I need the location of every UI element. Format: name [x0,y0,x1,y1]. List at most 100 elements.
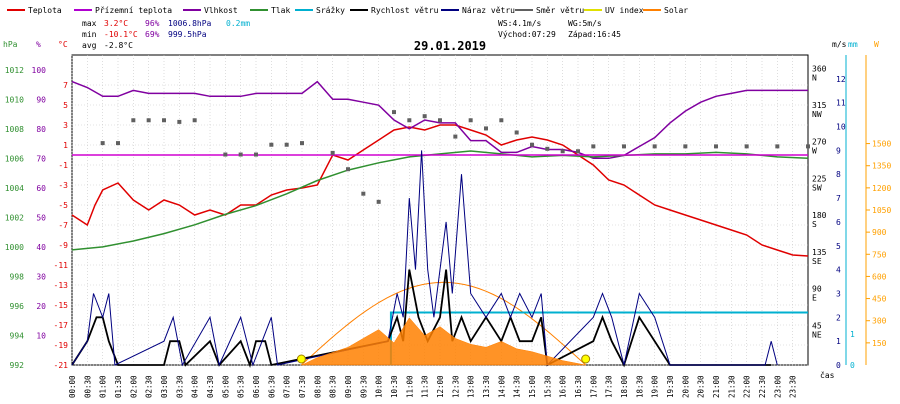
axis-tick-label: -11 [54,261,69,270]
x-tick-label: 13:00 [467,375,476,398]
axis-tick-label: 1350 [872,162,891,171]
x-tick-label: 02:30 [145,375,154,398]
wind-direction-point [714,144,718,149]
wind-direction-point [284,142,289,147]
legend-label: UV index [605,6,644,15]
axis-tick-label: 0 [836,361,841,370]
x-tick-label: 18:30 [635,375,644,398]
x-tick-label: 09:00 [344,375,353,398]
x-tick-label: 15:00 [528,375,537,398]
axis-tick-label: 12 [836,75,846,84]
axis-tick-label: 1004 [5,184,24,193]
legend-label: Přízemní teplota [95,6,172,15]
x-tick-label: 19:30 [666,375,675,398]
x-tick-label: 21:00 [712,375,721,398]
axis-tick-label: 100 [32,66,47,75]
chart-axes: hPa9929949969981000100210041006100810101… [3,40,891,398]
x-tick-label: 18:00 [620,375,629,398]
axis-unit-label: m/s [832,40,847,49]
x-tick-label: 03:00 [160,375,169,398]
x-tick-label: 01:30 [114,375,123,398]
axis-tick-label: 2 [836,313,841,322]
wind-direction-point [146,118,151,123]
legend-label: Tlak [271,6,290,15]
x-tick-label: 16:30 [574,375,583,398]
axis-tick-label: 1 [63,141,68,150]
axis-tick-label: 1 [850,330,855,339]
x-tick-label: 19:00 [651,375,660,398]
x-tick-label: 05:00 [221,375,230,398]
wind-direction-point [576,149,580,154]
axis-tick-label: 300 [872,317,887,326]
stat-avg-temp: -2.8°C [104,41,133,50]
axis-tick-label: 994 [10,331,25,340]
series-teplota-line [71,124,809,257]
x-tick-label: 22:30 [758,375,767,398]
x-tick-label: 12:30 [451,375,460,398]
stat-max-hum: 96% [145,19,160,28]
legend-label: Směr větru [536,6,584,15]
stat-max-label: max [82,19,97,28]
axis-tick-label: 60 [36,184,46,193]
x-tick-label: 06:30 [267,375,276,398]
series-vlhkost-line [71,80,808,160]
stats-block: max 3.2°C 96% 1006.8hPa 0.2mm min -10.1°… [82,19,621,50]
axis-tick-label: -17 [54,321,69,330]
axis-tick-label: 225 [812,174,827,183]
x-tick-label: 12:00 [436,375,445,398]
wind-direction-point [438,118,442,123]
axis-tick-label: 270 [812,138,827,147]
axis-tick-label: 0 [850,361,855,370]
axis-unit-label: % [36,40,41,49]
x-tick-label: 05:30 [237,375,246,398]
stat-sunset: Západ:16:45 [568,30,621,39]
axis-tick-label: -3 [58,181,68,190]
wind-direction-point [422,114,427,119]
axis-tick-label: 1200 [872,184,891,193]
x-tick-label: 11:00 [405,375,414,398]
axis-tick-label: 1012 [5,66,24,75]
axis-tick-label: 10 [836,123,846,132]
wind-direction-point [744,144,749,149]
wind-direction-point [806,144,810,149]
stat-min-hum: 69% [145,30,160,39]
x-tick-label: 10:00 [375,375,384,398]
axis-tick-label: 10 [36,331,46,340]
axis-tick-label: 315 [812,101,827,110]
x-tick-label: 10:30 [390,375,399,398]
axis-tick-label: 600 [872,272,887,281]
axis-tick-label: 1010 [5,95,24,104]
x-tick-label: 04:00 [191,375,200,398]
x-tick-label: 16:00 [559,375,568,398]
axis-tick-label: 900 [872,228,887,237]
legend-label: Solar [664,6,688,15]
wind-direction-point [775,144,780,149]
axis-tick-label: 1050 [872,206,891,215]
wind-direction-point [223,152,228,157]
axis-tick-label: 20 [36,302,46,311]
axis-tick-label: -1 [58,161,68,170]
axis-tick-label: 11 [836,99,846,108]
x-tick-label: 03:30 [175,375,184,398]
axis-tick-label: 996 [10,302,25,311]
x-tick-label: 22:00 [743,375,752,398]
axis-unit-label: W [874,40,879,49]
x-tick-label: 15:30 [543,375,552,398]
legend-label: Rychlost větru [371,6,439,15]
wind-direction-point [116,141,120,146]
wind-direction-point [484,126,488,131]
legend-label: Vlhkost [204,6,238,15]
wind-direction-point [407,118,412,123]
x-tick-label: 00:30 [83,375,92,398]
axis-tick-label: N [812,73,817,82]
axis-tick-label: E [812,294,817,303]
axis-tick-label: -5 [58,201,68,210]
x-tick-label: 08:30 [329,375,338,398]
axis-tick-label: -19 [54,341,69,350]
axis-tick-label: 80 [36,125,46,134]
axis-tick-label: 998 [10,272,25,281]
wind-direction-point [468,118,473,123]
wind-direction-point [545,146,550,151]
wind-direction-point [652,144,657,149]
